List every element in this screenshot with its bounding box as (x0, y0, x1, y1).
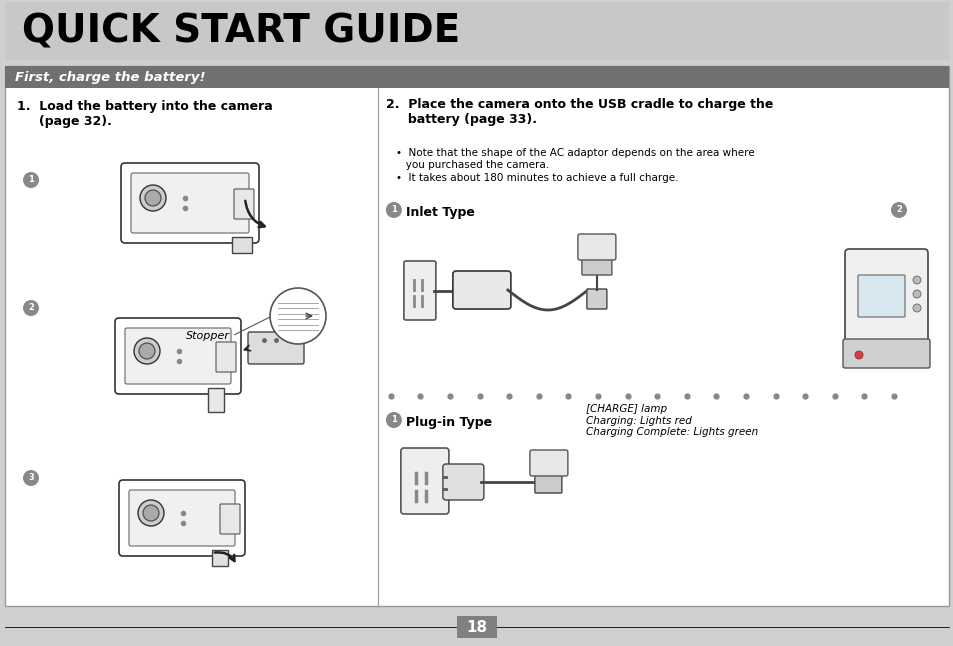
FancyBboxPatch shape (220, 504, 240, 534)
Text: Inlet Type: Inlet Type (405, 206, 475, 219)
FancyBboxPatch shape (529, 450, 567, 476)
Circle shape (143, 505, 159, 521)
Circle shape (912, 276, 920, 284)
FancyBboxPatch shape (248, 332, 304, 364)
Circle shape (138, 500, 164, 526)
Circle shape (912, 304, 920, 312)
Circle shape (23, 172, 39, 188)
Circle shape (385, 202, 401, 218)
Text: QUICK START GUIDE: QUICK START GUIDE (22, 12, 459, 50)
Circle shape (23, 300, 39, 316)
FancyBboxPatch shape (844, 249, 927, 347)
Text: •  It takes about 180 minutes to achieve a full charge.: • It takes about 180 minutes to achieve … (395, 173, 678, 183)
Text: 2: 2 (895, 205, 901, 214)
Circle shape (854, 351, 862, 359)
Text: 1: 1 (391, 205, 396, 214)
Circle shape (385, 412, 401, 428)
Text: 2.  Place the camera onto the USB cradle to charge the
     battery (page 33).: 2. Place the camera onto the USB cradle … (385, 98, 773, 126)
Text: •  Note that the shape of the AC adaptor depends on the area where
   you purcha: • Note that the shape of the AC adaptor … (395, 148, 754, 170)
Text: 1: 1 (391, 415, 396, 424)
FancyBboxPatch shape (400, 448, 449, 514)
Text: Stopper: Stopper (186, 331, 230, 341)
FancyBboxPatch shape (233, 189, 253, 219)
Circle shape (23, 470, 39, 486)
FancyBboxPatch shape (403, 261, 436, 320)
FancyBboxPatch shape (125, 328, 231, 384)
FancyBboxPatch shape (232, 237, 252, 253)
FancyBboxPatch shape (535, 473, 561, 493)
FancyBboxPatch shape (5, 66, 948, 88)
FancyBboxPatch shape (119, 480, 245, 556)
FancyBboxPatch shape (131, 173, 249, 233)
Text: First, charge the battery!: First, charge the battery! (15, 70, 205, 83)
FancyBboxPatch shape (5, 2, 948, 60)
Circle shape (890, 202, 906, 218)
FancyBboxPatch shape (215, 342, 235, 372)
FancyBboxPatch shape (129, 490, 234, 546)
FancyBboxPatch shape (578, 234, 616, 260)
Text: 2: 2 (28, 304, 34, 313)
Text: [CHARGE] lamp
Charging: Lights red
Charging Complete: Lights green: [CHARGE] lamp Charging: Lights red Charg… (585, 404, 758, 437)
FancyBboxPatch shape (581, 257, 611, 275)
FancyBboxPatch shape (5, 66, 948, 606)
FancyBboxPatch shape (586, 289, 606, 309)
Circle shape (139, 343, 154, 359)
Circle shape (912, 290, 920, 298)
FancyBboxPatch shape (115, 318, 241, 394)
FancyBboxPatch shape (456, 616, 497, 638)
FancyBboxPatch shape (121, 163, 258, 243)
Circle shape (133, 338, 160, 364)
Text: 1: 1 (28, 176, 34, 185)
FancyBboxPatch shape (842, 339, 929, 368)
Circle shape (145, 190, 161, 206)
FancyBboxPatch shape (442, 464, 483, 500)
Circle shape (270, 288, 326, 344)
Text: 18: 18 (466, 620, 487, 634)
FancyBboxPatch shape (208, 388, 224, 412)
FancyBboxPatch shape (453, 271, 511, 309)
FancyBboxPatch shape (212, 550, 228, 566)
Text: 3: 3 (28, 474, 34, 483)
Text: Plug-in Type: Plug-in Type (405, 416, 492, 429)
Circle shape (140, 185, 166, 211)
Text: 1.  Load the battery into the camera
     (page 32).: 1. Load the battery into the camera (pag… (17, 100, 273, 128)
FancyBboxPatch shape (857, 275, 904, 317)
